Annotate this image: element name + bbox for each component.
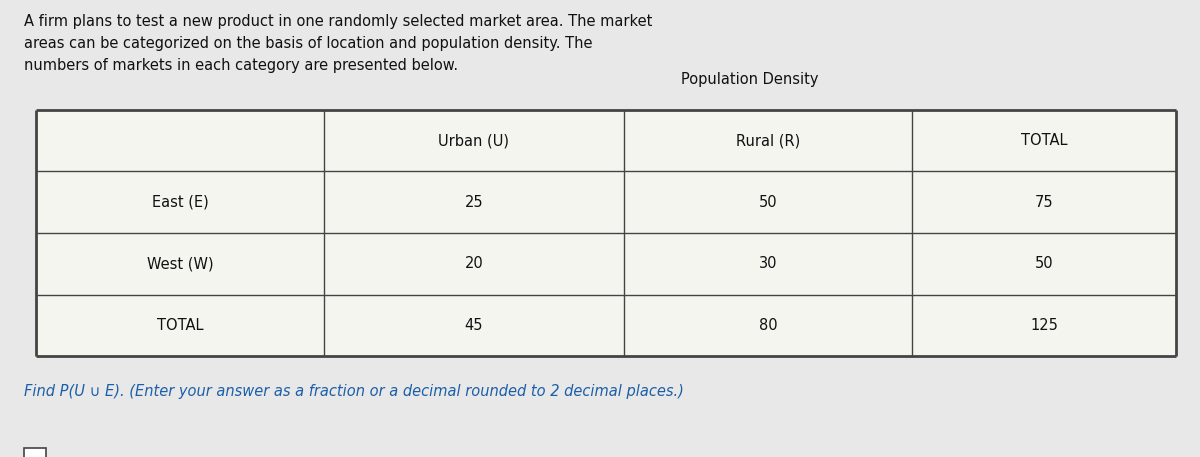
Text: East (E): East (E) — [151, 195, 209, 210]
Text: 50: 50 — [758, 195, 778, 210]
Text: 50: 50 — [1034, 256, 1054, 271]
Text: 25: 25 — [464, 195, 484, 210]
Text: West (W): West (W) — [146, 256, 214, 271]
Text: Urban (U): Urban (U) — [438, 133, 510, 148]
Text: A firm plans to test a new product in one randomly selected market area. The mar: A firm plans to test a new product in on… — [24, 14, 653, 73]
Text: 45: 45 — [464, 318, 484, 333]
Text: Rural (R): Rural (R) — [736, 133, 800, 148]
Text: Population Density: Population Density — [682, 72, 818, 87]
Text: 125: 125 — [1030, 318, 1058, 333]
Text: 30: 30 — [758, 256, 778, 271]
Text: 80: 80 — [758, 318, 778, 333]
Text: 20: 20 — [464, 256, 484, 271]
Text: TOTAL: TOTAL — [157, 318, 203, 333]
Text: Find P(U ∪ E). (Enter your answer as a fraction or a decimal rounded to 2 decima: Find P(U ∪ E). (Enter your answer as a f… — [24, 384, 684, 399]
Text: 75: 75 — [1034, 195, 1054, 210]
Bar — [24, 448, 46, 457]
Text: TOTAL: TOTAL — [1021, 133, 1067, 148]
